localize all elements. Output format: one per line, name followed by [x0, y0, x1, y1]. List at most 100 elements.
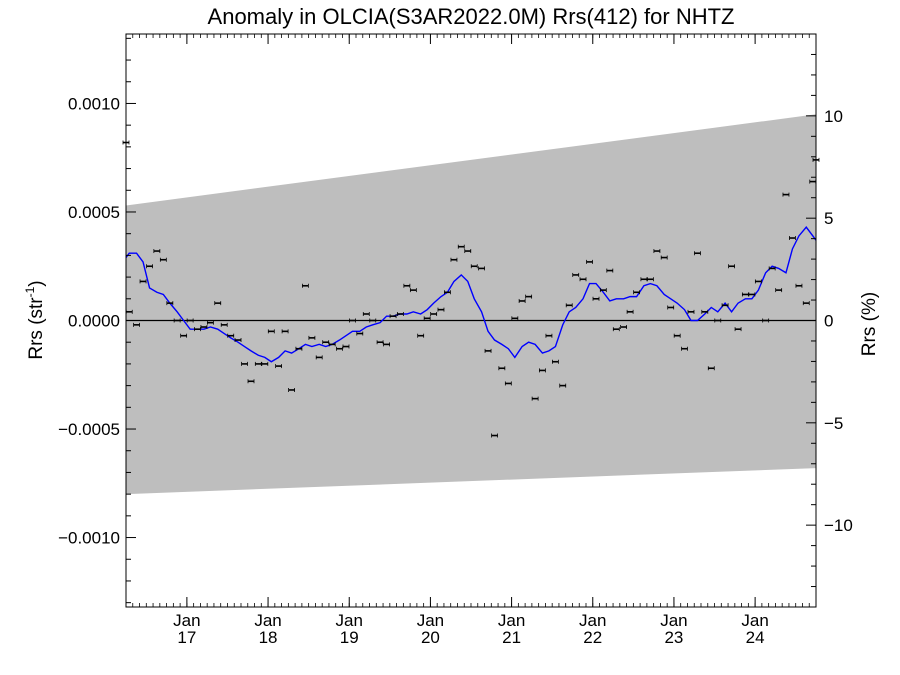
data-point: [606, 268, 614, 273]
data-point: [470, 264, 478, 269]
data-point: [626, 309, 634, 314]
data-point: [349, 318, 356, 323]
x-tick-label-month: Jan: [579, 611, 606, 630]
data-point: [647, 277, 654, 282]
data-point: [153, 249, 161, 254]
chart-title: Anomaly in OLCIA(S3AR2022.0M) Rrs(412) f…: [208, 4, 735, 29]
data-point: [207, 320, 214, 325]
data-point: [511, 316, 519, 321]
y-tick-label: −0.0010: [58, 529, 120, 548]
data-point: [518, 298, 526, 303]
data-point: [728, 264, 735, 269]
data-point: [356, 331, 364, 336]
data-point: [423, 316, 431, 321]
y-axis-label-superscript: -1: [23, 286, 37, 297]
data-point: [362, 311, 370, 316]
data-point: [754, 279, 762, 284]
data-point: [200, 325, 208, 330]
axes: 0.0010 0.0005 0.0000 −0.0005 −0.0010 10 5 0 −5 −1…: [58, 33, 853, 647]
data-point: [328, 342, 336, 347]
data-points: [122, 140, 820, 438]
data-point: [660, 255, 668, 260]
data-point: [301, 283, 309, 288]
data-point: [565, 303, 573, 308]
x-tick-label-year: 22: [583, 628, 602, 647]
data-point: [734, 327, 742, 332]
data-point: [545, 333, 553, 338]
data-point: [539, 368, 546, 373]
data-point: [612, 327, 620, 332]
y-tick-label: −0.0005: [58, 420, 120, 439]
data-point: [775, 288, 783, 293]
data-point: [748, 292, 756, 297]
data-point: [491, 433, 498, 438]
x-tick-label-year: 20: [421, 628, 440, 647]
data-point: [417, 333, 425, 338]
data-point: [267, 329, 275, 334]
data-point: [166, 301, 174, 306]
data-point: [802, 301, 810, 306]
x-tick-label-month: Jan: [417, 611, 444, 630]
x-tick-label-month: Jan: [660, 611, 687, 630]
data-point: [464, 249, 472, 254]
data-point: [484, 348, 492, 353]
band-area: [126, 114, 816, 495]
data-point: [295, 346, 303, 351]
data-point: [498, 366, 506, 371]
data-point: [741, 292, 749, 297]
y2-tick-label: 5: [824, 209, 833, 228]
data-point: [559, 383, 567, 388]
data-point: [457, 244, 465, 249]
y-axis-label: Rrs (str-1): [23, 280, 47, 359]
x-tick-label-month: Jan: [336, 611, 363, 630]
data-point: [633, 290, 640, 295]
data-point: [782, 192, 790, 197]
data-point: [714, 318, 722, 323]
data-point: [322, 340, 330, 345]
data-point: [681, 346, 688, 351]
data-point: [444, 290, 451, 295]
data-point: [552, 359, 559, 364]
uncertainty-band: [126, 114, 816, 495]
data-point: [369, 318, 377, 323]
data-point: [186, 318, 194, 323]
data-point: [396, 311, 404, 316]
data-point: [139, 279, 147, 284]
data-point: [504, 381, 512, 386]
data-point: [376, 340, 384, 345]
data-point: [653, 249, 661, 254]
data-point: [173, 318, 181, 323]
x-tick-label-month: Jan: [173, 611, 200, 630]
data-point: [673, 333, 681, 338]
data-point: [795, 283, 803, 288]
y-axis-label-text: Rrs (str: [26, 297, 47, 360]
data-point: [159, 257, 167, 262]
y2-tick-label: −10: [824, 516, 853, 535]
data-point: [592, 296, 600, 301]
data-point: [308, 335, 316, 340]
data-point: [254, 361, 262, 366]
data-point: [220, 322, 228, 327]
data-point: [234, 338, 242, 343]
smoothed-series: [125, 226, 817, 363]
data-point: [667, 305, 675, 310]
data-point: [694, 251, 701, 256]
data-point: [437, 307, 445, 312]
data-point: [241, 361, 248, 366]
data-point: [409, 288, 417, 293]
y-tick-label: 0.0005: [68, 203, 120, 222]
data-point: [261, 361, 269, 366]
data-point: [194, 327, 201, 332]
data-point: [247, 379, 255, 384]
x-tick-label-year: 23: [664, 628, 683, 647]
smoothed-line: [125, 226, 817, 363]
data-point: [227, 333, 235, 338]
data-point: [707, 366, 715, 371]
data-point: [640, 277, 648, 282]
y-axis-label-close: ): [26, 280, 47, 286]
data-point: [288, 387, 296, 392]
data-point: [478, 266, 485, 271]
data-point: [342, 344, 350, 349]
x-tick-label-month: Jan: [498, 611, 525, 630]
